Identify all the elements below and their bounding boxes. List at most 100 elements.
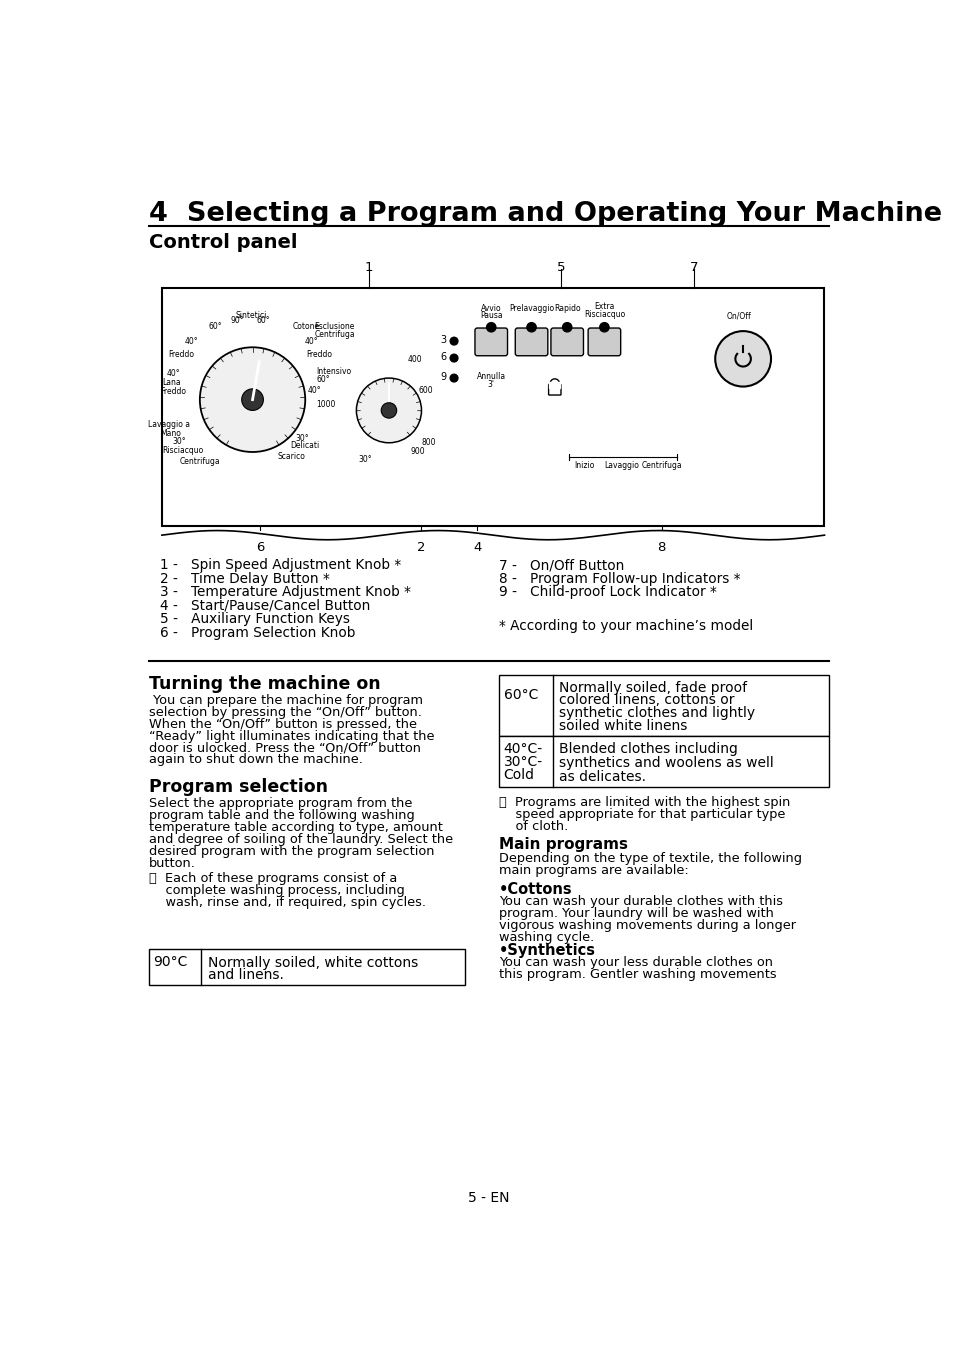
Text: Risciacquo: Risciacquo: [162, 445, 203, 455]
Text: again to shut down the machine.: again to shut down the machine.: [149, 753, 362, 766]
Text: complete washing process, including: complete washing process, including: [149, 884, 404, 896]
FancyBboxPatch shape: [587, 328, 620, 356]
Text: 9: 9: [439, 372, 446, 382]
Text: 800: 800: [421, 439, 436, 447]
Text: washing cycle.: washing cycle.: [498, 932, 594, 944]
Text: Freddo: Freddo: [306, 351, 332, 359]
Text: 90°: 90°: [230, 317, 244, 325]
Circle shape: [599, 322, 608, 332]
Text: 5 - EN: 5 - EN: [468, 1192, 509, 1205]
Text: Delicati: Delicati: [291, 441, 319, 451]
Text: 5 -   Auxiliary Function Keys: 5 - Auxiliary Function Keys: [159, 612, 349, 626]
Text: 2: 2: [416, 542, 425, 554]
Text: •Cottons: •Cottons: [498, 881, 572, 898]
Text: Inizio: Inizio: [574, 462, 594, 470]
Text: 8: 8: [657, 542, 665, 554]
Circle shape: [356, 378, 421, 443]
Text: 60°: 60°: [315, 375, 330, 385]
Text: Rapido: Rapido: [554, 305, 580, 313]
FancyBboxPatch shape: [550, 328, 583, 356]
Text: Centrifuga: Centrifuga: [640, 462, 681, 470]
Circle shape: [381, 402, 396, 418]
Text: Extra: Extra: [594, 302, 614, 311]
Text: selection by pressing the “On/Off” button.: selection by pressing the “On/Off” butto…: [149, 705, 421, 719]
FancyBboxPatch shape: [548, 385, 560, 395]
Text: as delicates.: as delicates.: [558, 770, 646, 784]
Bar: [498, 737, 828, 787]
Text: 30°C-: 30°C-: [503, 756, 542, 769]
Text: desired program with the program selection: desired program with the program selecti…: [149, 845, 434, 857]
Circle shape: [450, 374, 457, 382]
Text: 60°: 60°: [256, 317, 270, 325]
Circle shape: [526, 322, 536, 332]
Text: 3: 3: [439, 336, 446, 345]
Text: 600: 600: [418, 386, 433, 395]
FancyBboxPatch shape: [475, 328, 507, 356]
Text: Pausa: Pausa: [479, 311, 502, 320]
Text: Freddo: Freddo: [168, 351, 194, 359]
Text: Centrifuga: Centrifuga: [179, 456, 220, 466]
Bar: [498, 674, 828, 737]
Text: button.: button.: [149, 857, 195, 869]
Text: and degree of soiling of the laundry. Select the: and degree of soiling of the laundry. Se…: [149, 833, 453, 846]
Circle shape: [450, 337, 457, 345]
Text: When the “On/Off” button is pressed, the: When the “On/Off” button is pressed, the: [149, 718, 416, 731]
Text: 40°: 40°: [184, 337, 198, 345]
Text: 1000: 1000: [315, 399, 335, 409]
Text: vigorous washing movements during a longer: vigorous washing movements during a long…: [498, 919, 795, 932]
Circle shape: [486, 322, 496, 332]
Text: Normally soiled, white cottons: Normally soiled, white cottons: [208, 956, 417, 969]
Text: 40°: 40°: [167, 368, 180, 378]
Text: Blended clothes including: Blended clothes including: [558, 742, 738, 757]
Text: 2 -   Time Delay Button *: 2 - Time Delay Button *: [159, 571, 329, 586]
Bar: [149, 949, 464, 984]
Text: 7 -   On/Off Button: 7 - On/Off Button: [498, 558, 623, 573]
Text: Freddo: Freddo: [160, 387, 186, 397]
Text: 6 -   Program Selection Knob: 6 - Program Selection Knob: [159, 626, 355, 639]
Text: 3': 3': [487, 379, 495, 389]
Text: Select the appropriate program from the: Select the appropriate program from the: [149, 798, 412, 810]
Text: speed appropriate for that particular type: speed appropriate for that particular ty…: [498, 808, 784, 821]
Text: Sintetici: Sintetici: [235, 311, 267, 320]
Text: * According to your machine’s model: * According to your machine’s model: [498, 619, 753, 632]
Text: 1 -   Spin Speed Adjustment Knob *: 1 - Spin Speed Adjustment Knob *: [159, 558, 400, 573]
Text: Depending on the type of textile, the following: Depending on the type of textile, the fo…: [498, 852, 801, 865]
Text: Program selection: Program selection: [149, 779, 328, 796]
Text: Scarico: Scarico: [277, 452, 305, 460]
Text: Lavaggio: Lavaggio: [603, 462, 639, 470]
Text: of cloth.: of cloth.: [498, 821, 568, 833]
Text: 4: 4: [473, 542, 481, 554]
Text: 9 -   Child-proof Lock Indicator *: 9 - Child-proof Lock Indicator *: [498, 585, 716, 600]
Text: main programs are available:: main programs are available:: [498, 864, 688, 877]
Text: 7: 7: [689, 261, 698, 274]
Text: synthetics and woolens as well: synthetics and woolens as well: [558, 756, 774, 770]
Text: On/Off: On/Off: [726, 311, 751, 320]
Text: Turning the machine on: Turning the machine on: [149, 674, 380, 692]
Text: Main programs: Main programs: [498, 837, 627, 852]
Text: Esclusione: Esclusione: [314, 322, 355, 330]
Text: colored linens, cottons or: colored linens, cottons or: [558, 693, 734, 707]
Text: 40°: 40°: [308, 386, 321, 395]
Text: 30°: 30°: [358, 455, 372, 464]
Text: You can wash your less durable clothes on: You can wash your less durable clothes o…: [498, 956, 772, 969]
Text: Normally soiled, fade proof: Normally soiled, fade proof: [558, 681, 747, 695]
Text: Intensivo: Intensivo: [315, 367, 351, 375]
Text: program table and the following washing: program table and the following washing: [149, 808, 414, 822]
Text: 40°: 40°: [304, 337, 318, 345]
Bar: [549, 382, 559, 389]
Text: Lana: Lana: [162, 378, 181, 387]
Text: 90°C: 90°C: [153, 955, 188, 969]
Text: this program. Gentler washing movements: this program. Gentler washing movements: [498, 968, 776, 980]
Text: 3 -   Temperature Adjustment Knob *: 3 - Temperature Adjustment Knob *: [159, 585, 410, 600]
Text: Cold: Cold: [503, 769, 534, 783]
Text: 60°C: 60°C: [503, 688, 537, 703]
Circle shape: [450, 355, 457, 362]
Bar: [162, 288, 823, 525]
Text: Control panel: Control panel: [149, 233, 297, 252]
Text: 5: 5: [557, 261, 565, 274]
Text: 30°: 30°: [295, 433, 309, 443]
Text: synthetic clothes and lightly: synthetic clothes and lightly: [558, 705, 755, 720]
Text: Lavaggio a: Lavaggio a: [148, 421, 190, 429]
FancyBboxPatch shape: [515, 328, 547, 356]
Text: 4 -   Start/Pause/Cancel Button: 4 - Start/Pause/Cancel Button: [159, 598, 370, 612]
